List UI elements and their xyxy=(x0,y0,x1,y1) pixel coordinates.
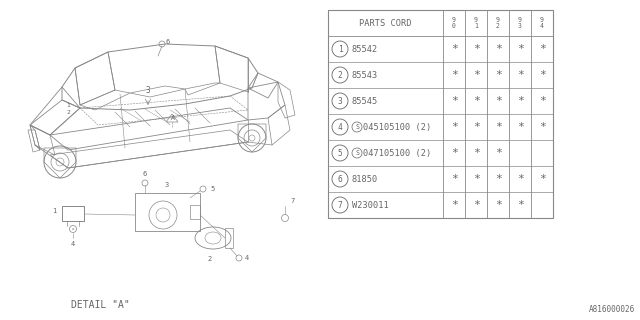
Text: 1: 1 xyxy=(338,44,342,53)
Text: *: * xyxy=(495,174,501,184)
Text: 2: 2 xyxy=(208,256,212,262)
Text: PARTS CORD: PARTS CORD xyxy=(359,19,412,28)
Text: 1: 1 xyxy=(52,208,56,214)
Text: *: * xyxy=(539,96,545,106)
Text: *: * xyxy=(495,122,501,132)
Text: *: * xyxy=(539,122,545,132)
Text: A816000026: A816000026 xyxy=(589,305,635,314)
Text: *: * xyxy=(495,96,501,106)
Text: *: * xyxy=(451,70,458,80)
Text: 6: 6 xyxy=(165,39,169,45)
Text: 2: 2 xyxy=(338,70,342,79)
Text: *: * xyxy=(451,174,458,184)
Text: 4: 4 xyxy=(71,241,75,247)
Text: *: * xyxy=(539,70,545,80)
Text: *: * xyxy=(516,44,524,54)
Text: *: * xyxy=(516,122,524,132)
Text: *: * xyxy=(472,200,479,210)
Text: *: * xyxy=(495,70,501,80)
Text: *: * xyxy=(451,44,458,54)
Text: 85542: 85542 xyxy=(352,44,378,53)
Text: 4: 4 xyxy=(245,255,249,261)
Text: 7: 7 xyxy=(338,201,342,210)
Text: *: * xyxy=(495,44,501,54)
Text: *: * xyxy=(516,200,524,210)
Text: *: * xyxy=(472,70,479,80)
Text: 9
2: 9 2 xyxy=(496,17,500,29)
Text: *: * xyxy=(451,96,458,106)
Text: *: * xyxy=(539,174,545,184)
Text: 5: 5 xyxy=(210,186,214,192)
Text: *: * xyxy=(451,200,458,210)
Text: 3: 3 xyxy=(338,97,342,106)
Text: 1: 1 xyxy=(66,102,70,108)
Text: x: x xyxy=(72,227,74,231)
Text: 6: 6 xyxy=(143,171,147,177)
Text: 5: 5 xyxy=(338,148,342,157)
Text: 9
0: 9 0 xyxy=(452,17,456,29)
Text: *: * xyxy=(451,122,458,132)
Text: *: * xyxy=(539,44,545,54)
Text: 85543: 85543 xyxy=(352,70,378,79)
Text: 81850: 81850 xyxy=(352,174,378,183)
Text: *: * xyxy=(451,148,458,158)
Text: 6: 6 xyxy=(338,174,342,183)
Text: *: * xyxy=(472,44,479,54)
Text: 85545: 85545 xyxy=(352,97,378,106)
Text: 045105100 (2): 045105100 (2) xyxy=(363,123,431,132)
Text: *: * xyxy=(516,70,524,80)
Text: S: S xyxy=(355,124,359,130)
Text: 4: 4 xyxy=(338,123,342,132)
Text: 2: 2 xyxy=(66,109,70,115)
Text: 9
4: 9 4 xyxy=(540,17,544,29)
Text: 7: 7 xyxy=(290,198,294,204)
Text: *: * xyxy=(472,122,479,132)
Text: 3: 3 xyxy=(165,182,169,188)
Text: *: * xyxy=(472,96,479,106)
Text: *: * xyxy=(472,148,479,158)
Text: 9
3: 9 3 xyxy=(518,17,522,29)
Text: DETAIL "A": DETAIL "A" xyxy=(70,300,129,310)
Text: W230011: W230011 xyxy=(352,201,388,210)
Text: 3: 3 xyxy=(146,86,150,95)
Text: 9
1: 9 1 xyxy=(474,17,478,29)
Text: *: * xyxy=(516,96,524,106)
Text: *: * xyxy=(516,174,524,184)
Text: *: * xyxy=(495,200,501,210)
Text: *: * xyxy=(472,174,479,184)
Text: *: * xyxy=(495,148,501,158)
Text: S: S xyxy=(355,150,359,156)
Text: 047105100 (2): 047105100 (2) xyxy=(363,148,431,157)
Text: A: A xyxy=(170,115,174,121)
Bar xyxy=(328,10,553,218)
